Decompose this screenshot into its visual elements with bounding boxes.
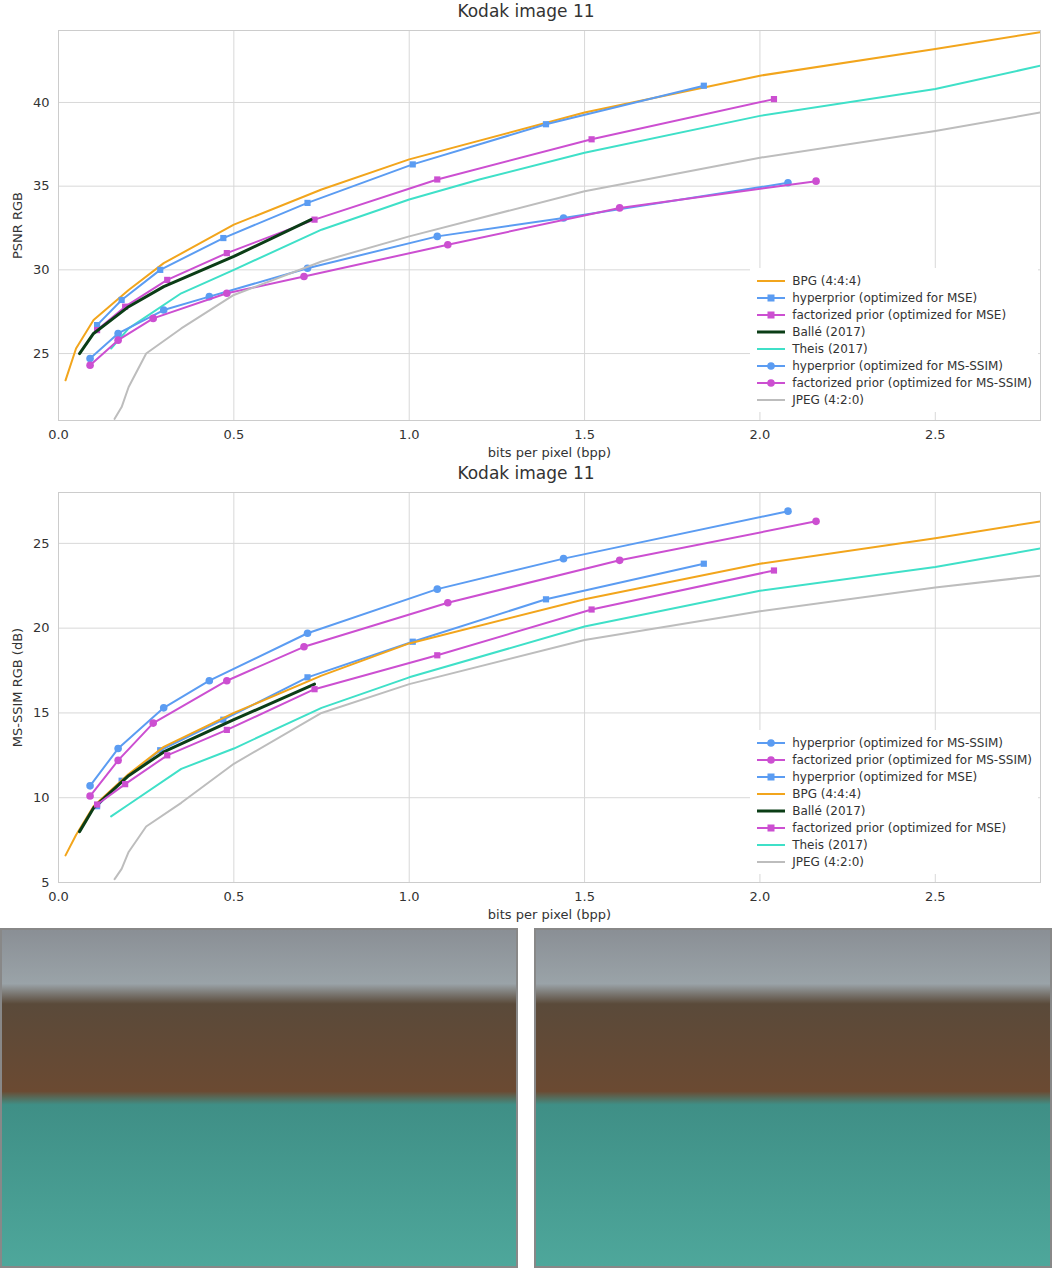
html-text:BPG (4:4:4): BPG (4:4:4) xyxy=(792,786,862,801)
svg-text:2.5: 2.5 xyxy=(925,889,946,904)
svg-text:20: 20 xyxy=(33,620,50,635)
svg-text:30: 30 xyxy=(33,262,50,277)
svg-text:0.0: 0.0 xyxy=(48,889,69,904)
html-text:factorized prior (optimized fo: factorized prior (optimized for MSE) xyxy=(792,307,1007,322)
svg-text:40: 40 xyxy=(33,95,50,110)
html-text:Ballé (2017): Ballé (2017) xyxy=(792,324,866,339)
svg-text:1.0: 1.0 xyxy=(399,889,420,904)
svg-text:MS-SSIM RGB (dB): MS-SSIM RGB (dB) xyxy=(10,628,25,747)
svg-text:0.5: 0.5 xyxy=(224,889,245,904)
html-text:hyperprior (optimized for MS-S: hyperprior (optimized for MS-SSIM) xyxy=(792,358,1003,373)
svg-text:0.0: 0.0 xyxy=(48,427,69,442)
svg-text:25: 25 xyxy=(33,346,50,361)
svg-text:15: 15 xyxy=(33,705,50,720)
svg-text:5: 5 xyxy=(41,875,49,890)
svg-text:0.5: 0.5 xyxy=(224,427,245,442)
svg-text:1.5: 1.5 xyxy=(574,889,595,904)
html-text:Kodak image 11: Kodak image 11 xyxy=(457,1,595,21)
html-text:Theis (2017): Theis (2017) xyxy=(792,837,868,852)
html-text:BPG (4:4:4): BPG (4:4:4) xyxy=(792,273,862,288)
html-text:hyperprior (optimized for MSE): hyperprior (optimized for MSE) xyxy=(792,290,978,305)
html-text:JPEG (4:2:0): JPEG (4:2:0) xyxy=(792,392,864,407)
html-text:Ballé (2017): Ballé (2017) xyxy=(792,803,866,818)
svg-text:1.5: 1.5 xyxy=(574,427,595,442)
svg-text:PSNR RGB: PSNR RGB xyxy=(10,192,25,259)
html-text:Theis (2017): Theis (2017) xyxy=(792,341,868,356)
svg-text:25: 25 xyxy=(33,536,50,551)
html-text:Kodak image 11: Kodak image 11 xyxy=(457,463,595,483)
svg-text:1.0: 1.0 xyxy=(399,427,420,442)
html-text:hyperprior (optimized for MS-S: hyperprior (optimized for MS-SSIM) xyxy=(792,735,1003,750)
html-text:JPEG (4:2:0): JPEG (4:2:0) xyxy=(792,854,864,869)
svg-text:2.0: 2.0 xyxy=(750,427,771,442)
svg-text:2.5: 2.5 xyxy=(925,427,946,442)
svg-text:bits per pixel (bpp): bits per pixel (bpp) xyxy=(488,907,611,922)
svg-text:10: 10 xyxy=(33,790,50,805)
svg-text:2.0: 2.0 xyxy=(750,889,771,904)
svg-text:bits per pixel (bpp): bits per pixel (bpp) xyxy=(488,445,611,460)
html-text:factorized prior (optimized fo: factorized prior (optimized for MSE) xyxy=(792,820,1007,835)
html-text:factorized prior (optimized fo: factorized prior (optimized for MS-SSIM) xyxy=(792,375,1032,390)
svg-text:35: 35 xyxy=(33,178,50,193)
html-text:hyperprior (optimized for MSE): hyperprior (optimized for MSE) xyxy=(792,769,978,784)
html-text:factorized prior (optimized fo: factorized prior (optimized for MS-SSIM) xyxy=(792,752,1032,767)
